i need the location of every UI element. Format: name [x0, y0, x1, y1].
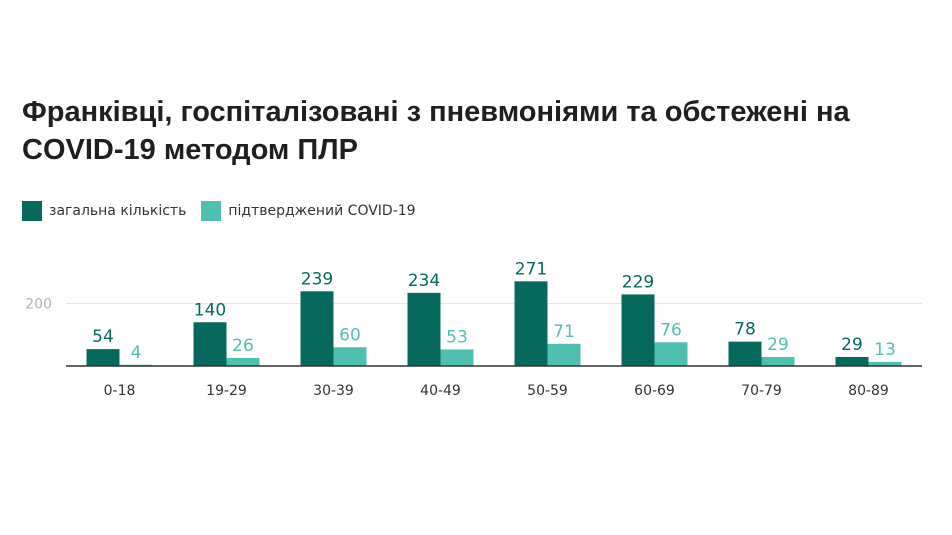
x-tick-label: 60-69	[634, 383, 675, 399]
bar-confirmed	[440, 349, 474, 366]
bar-total	[514, 281, 548, 366]
bar-total	[86, 349, 120, 366]
bar-confirmed	[226, 357, 260, 366]
value-label-confirmed: 53	[446, 327, 468, 347]
value-label-confirmed: 29	[767, 335, 789, 355]
value-label-total: 54	[92, 327, 114, 347]
x-tick-label: 70-79	[741, 383, 782, 399]
value-label-total: 78	[734, 320, 756, 340]
legend-swatch-confirmed	[201, 201, 222, 221]
x-tick-label: 50-59	[527, 383, 568, 399]
bar-confirmed	[868, 361, 902, 366]
bar-confirmed	[761, 356, 795, 366]
value-label-total: 239	[301, 269, 333, 289]
value-label-total: 140	[194, 300, 226, 320]
legend: загальна кількість підтверджений COVID-1…	[22, 201, 431, 221]
x-tick-label: 40-49	[420, 383, 461, 399]
value-label-total: 234	[408, 271, 440, 291]
bar-confirmed	[333, 347, 367, 366]
value-label-confirmed: 26	[232, 336, 254, 356]
legend-label-confirmed: підтверджений COVID-19	[228, 203, 416, 219]
value-label-confirmed: 13	[874, 340, 896, 360]
x-tick-label: 19-29	[206, 383, 247, 399]
x-tick-label: 0-18	[104, 383, 136, 399]
value-label-confirmed: 60	[339, 325, 361, 345]
chart-title: Франківці, госпіталізовані з пневмоніями…	[22, 96, 850, 166]
value-label-confirmed: 4	[131, 343, 142, 363]
bar-total	[407, 292, 441, 366]
value-label-total: 229	[622, 272, 654, 292]
value-label-confirmed: 76	[660, 320, 682, 340]
bar-confirmed	[654, 342, 688, 366]
value-label-total: 271	[515, 259, 547, 279]
legend-label-total: загальна кількість	[49, 203, 187, 219]
bar-total	[300, 291, 334, 366]
bar-total	[835, 356, 869, 366]
y-tick-label: 200	[25, 297, 52, 313]
legend-swatch-total	[22, 201, 42, 221]
bar-confirmed	[547, 343, 581, 366]
bar-total	[621, 294, 655, 366]
value-label-total: 29	[841, 335, 863, 355]
x-tick-label: 80-89	[848, 383, 889, 399]
legend-item-confirmed: підтверджений COVID-19	[201, 201, 416, 221]
bar-total	[728, 341, 762, 366]
legend-item-total: загальна кількість	[22, 201, 186, 221]
bar-total	[193, 322, 227, 366]
x-tick-label: 30-39	[313, 383, 354, 399]
value-label-confirmed: 71	[553, 322, 575, 342]
